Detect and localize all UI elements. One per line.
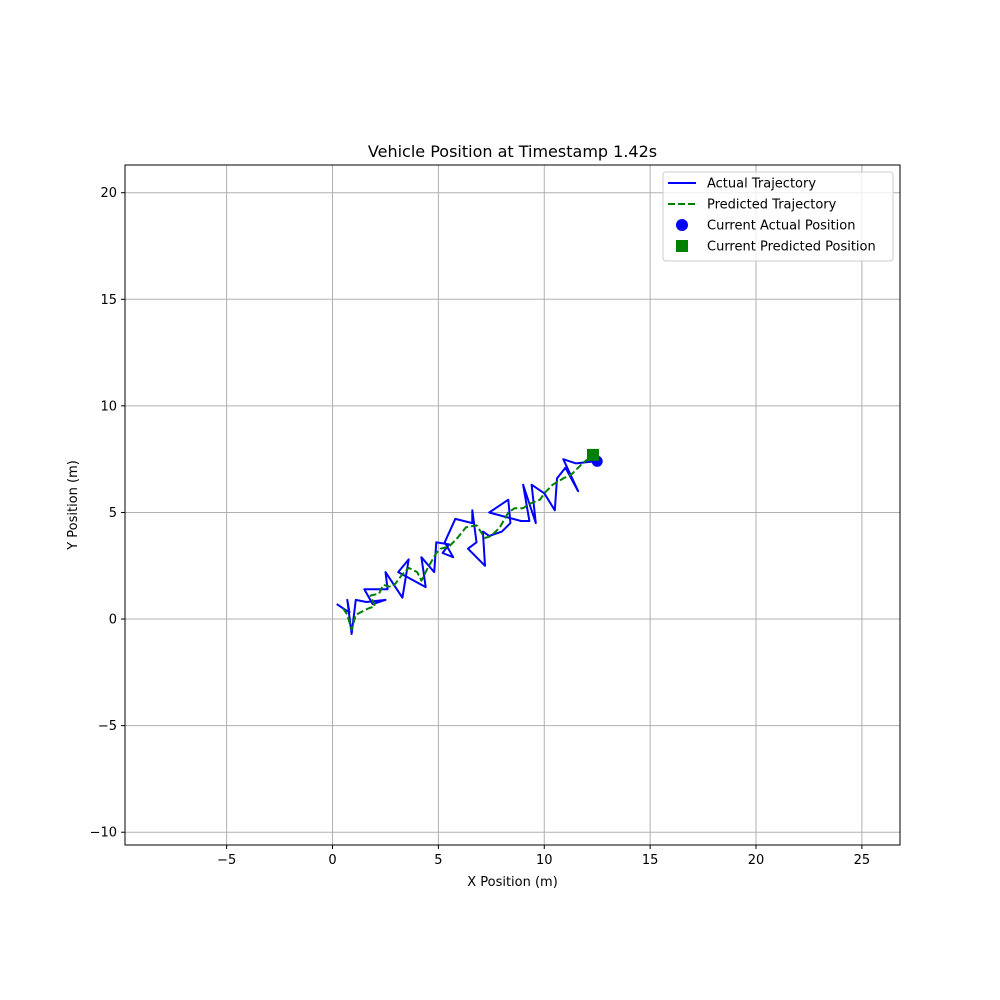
y-tick-label: 10 (100, 399, 117, 414)
legend-label: Predicted Trajectory (707, 198, 837, 213)
legend-swatch (676, 219, 688, 231)
legend-label: Actual Trajectory (707, 177, 816, 192)
x-tick-label: 25 (854, 853, 871, 868)
x-tick-label: 15 (642, 853, 659, 868)
x-tick-label: −5 (217, 853, 236, 868)
y-tick-label: 0 (109, 613, 117, 628)
chart-title: Vehicle Position at Timestamp 1.42s (368, 142, 657, 161)
legend-swatch (676, 240, 688, 252)
axes-frame (124, 164, 901, 846)
x-tick-label: 0 (328, 853, 336, 868)
x-tick-label: 20 (748, 853, 765, 868)
legend-label: Current Actual Position (707, 219, 855, 234)
y-tick-label: 15 (100, 293, 117, 308)
legend-box (662, 171, 894, 262)
x-tick-label: 5 (434, 853, 442, 868)
predicted-trajectory-line (342, 456, 593, 631)
legend-label: Current Predicted Position (707, 240, 876, 255)
actual-trajectory-line (336, 458, 598, 635)
y-tick-label: −10 (90, 826, 117, 841)
y-tick-label: −5 (98, 719, 117, 734)
grid (125, 165, 900, 845)
plot-area (336, 448, 603, 635)
legend-entry: Current Actual Position (676, 219, 855, 234)
x-axis-label: X Position (m) (467, 875, 558, 890)
y-tick-label: 20 (100, 186, 117, 201)
y-tick-label: 5 (109, 506, 117, 521)
legend-entry: Current Predicted Position (676, 240, 876, 255)
y-axis-label: Y Position (m) (66, 460, 81, 551)
x-tick-label: 10 (536, 853, 553, 868)
legend-entry: Actual Trajectory (668, 177, 816, 192)
legend: Actual Trajectory Predicted Trajectory Cur… (662, 171, 894, 262)
current-predicted-position-marker (586, 448, 599, 461)
legend-entry: Predicted Trajectory (668, 198, 837, 213)
axis-ticks: −5 0 5 10 15 20 25 −10 −5 0 5 10 15 20 (90, 186, 871, 868)
